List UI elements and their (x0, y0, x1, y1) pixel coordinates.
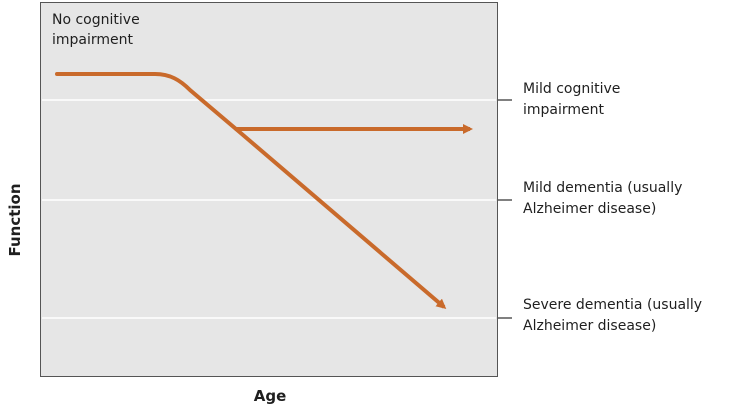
plot-area (40, 2, 498, 377)
level-label-line: Mild cognitive (523, 81, 621, 97)
level-label-mild-dementia: Mild dementia (usually Alzheimer disease… (523, 178, 682, 220)
level-label-line: Alzheimer disease) (523, 201, 657, 217)
baseline-decline-curve (55, 72, 238, 131)
level-label-mild-cognitive-impairment: Mild cognitive impairment (523, 79, 620, 121)
x-axis-title: Age (253, 387, 287, 405)
level-label-line: Alzheimer disease) (523, 318, 657, 334)
y-axis-title-text: Function (6, 183, 24, 257)
start-label-line: impairment (52, 32, 134, 48)
level-label-line: impairment (523, 102, 605, 118)
level-label-severe-dementia: Severe dementia (usually Alzheimer disea… (523, 295, 702, 337)
dementia-decline-arrow (234, 127, 447, 309)
level-label-line: Mild dementia (usually (523, 180, 683, 196)
y-axis-title: Function (0, 160, 30, 280)
level-label-line: Severe dementia (usually (523, 297, 703, 313)
start-label-line: No cognitive (52, 12, 140, 28)
start-label: No cognitive impairment (52, 10, 140, 50)
